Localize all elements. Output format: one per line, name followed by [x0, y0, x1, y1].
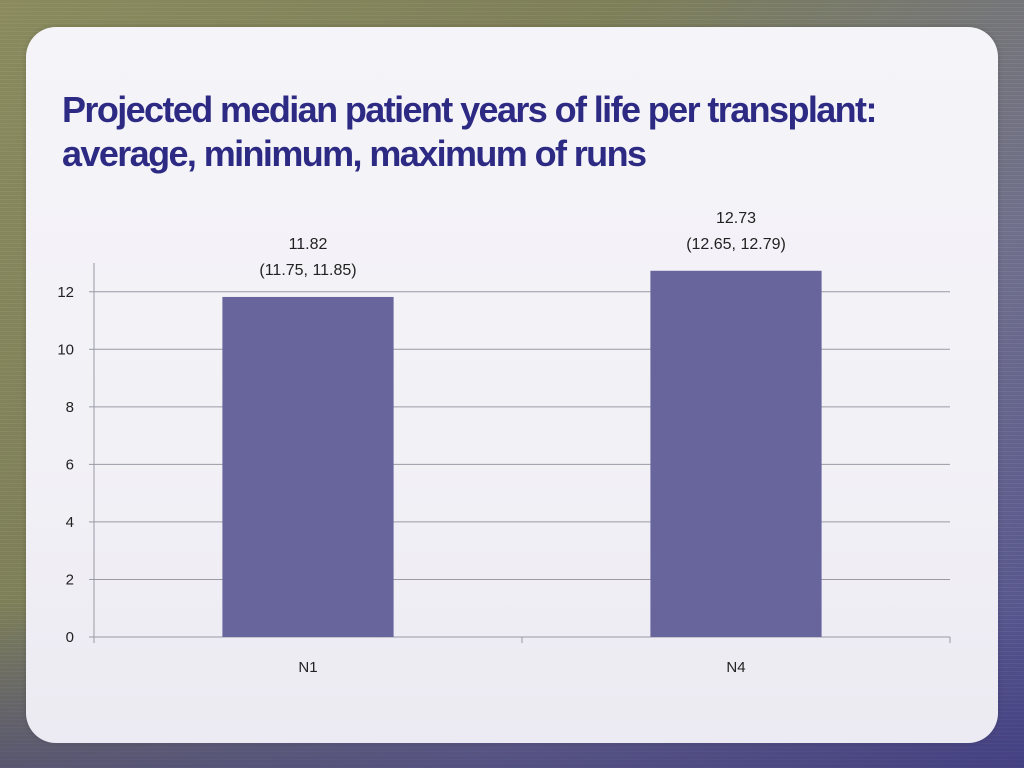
title-line-2: average, minimum, maximum of runs: [62, 133, 647, 174]
x-tick-label-N4: N4: [726, 659, 745, 676]
data-labels: 11.82 (11.75, 11.85) 12.73 (12.65, 12.79): [259, 210, 785, 279]
y-tick-label-6: 6: [66, 456, 74, 473]
chart-title: Projected median patient years of life p…: [62, 88, 962, 176]
y-tick-label-4: 4: [66, 514, 74, 531]
data-label-N1-0: 11.82: [289, 236, 328, 253]
bars: [222, 270, 822, 637]
y-tick-label-8: 8: [66, 399, 74, 416]
y-tick-label-0: 0: [66, 629, 74, 646]
title-line-1: Projected median patient years of life p…: [62, 89, 877, 130]
y-tick-label-12: 12: [57, 284, 74, 301]
slide-card: [26, 27, 998, 743]
data-label-N1-1: (11.75, 11.85): [259, 262, 356, 279]
y-tick-labels: 0 2 4 6 8 10 12: [57, 284, 74, 646]
x-tick-labels: N1 N4: [298, 659, 745, 676]
y-tick-label-2: 2: [66, 571, 74, 588]
bar-N1: [222, 296, 394, 637]
x-tick-label-N1: N1: [298, 659, 317, 676]
data-label-N4-1: (12.65, 12.79): [686, 236, 786, 253]
data-label-N4-0: 12.73: [716, 210, 756, 227]
y-tick-label-10: 10: [57, 341, 74, 358]
bar-N4: [650, 270, 822, 637]
